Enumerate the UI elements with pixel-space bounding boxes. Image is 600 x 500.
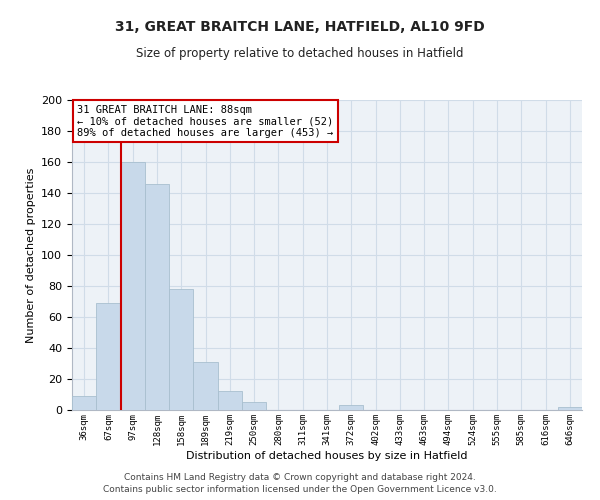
Text: 31 GREAT BRAITCH LANE: 88sqm
← 10% of detached houses are smaller (52)
89% of de: 31 GREAT BRAITCH LANE: 88sqm ← 10% of de…	[77, 104, 334, 138]
Bar	[558, 407, 582, 410]
Bar	[96, 303, 121, 410]
Bar	[145, 184, 169, 410]
Bar	[72, 396, 96, 410]
Bar	[169, 289, 193, 410]
Text: Size of property relative to detached houses in Hatfield: Size of property relative to detached ho…	[136, 48, 464, 60]
Bar	[193, 362, 218, 410]
Text: Contains HM Land Registry data © Crown copyright and database right 2024.: Contains HM Land Registry data © Crown c…	[124, 472, 476, 482]
Bar	[242, 402, 266, 410]
Text: Contains public sector information licensed under the Open Government Licence v3: Contains public sector information licen…	[103, 485, 497, 494]
Bar	[218, 392, 242, 410]
Bar	[339, 406, 364, 410]
Text: 31, GREAT BRAITCH LANE, HATFIELD, AL10 9FD: 31, GREAT BRAITCH LANE, HATFIELD, AL10 9…	[115, 20, 485, 34]
Bar	[121, 162, 145, 410]
X-axis label: Distribution of detached houses by size in Hatfield: Distribution of detached houses by size …	[186, 450, 468, 460]
Y-axis label: Number of detached properties: Number of detached properties	[26, 168, 35, 342]
